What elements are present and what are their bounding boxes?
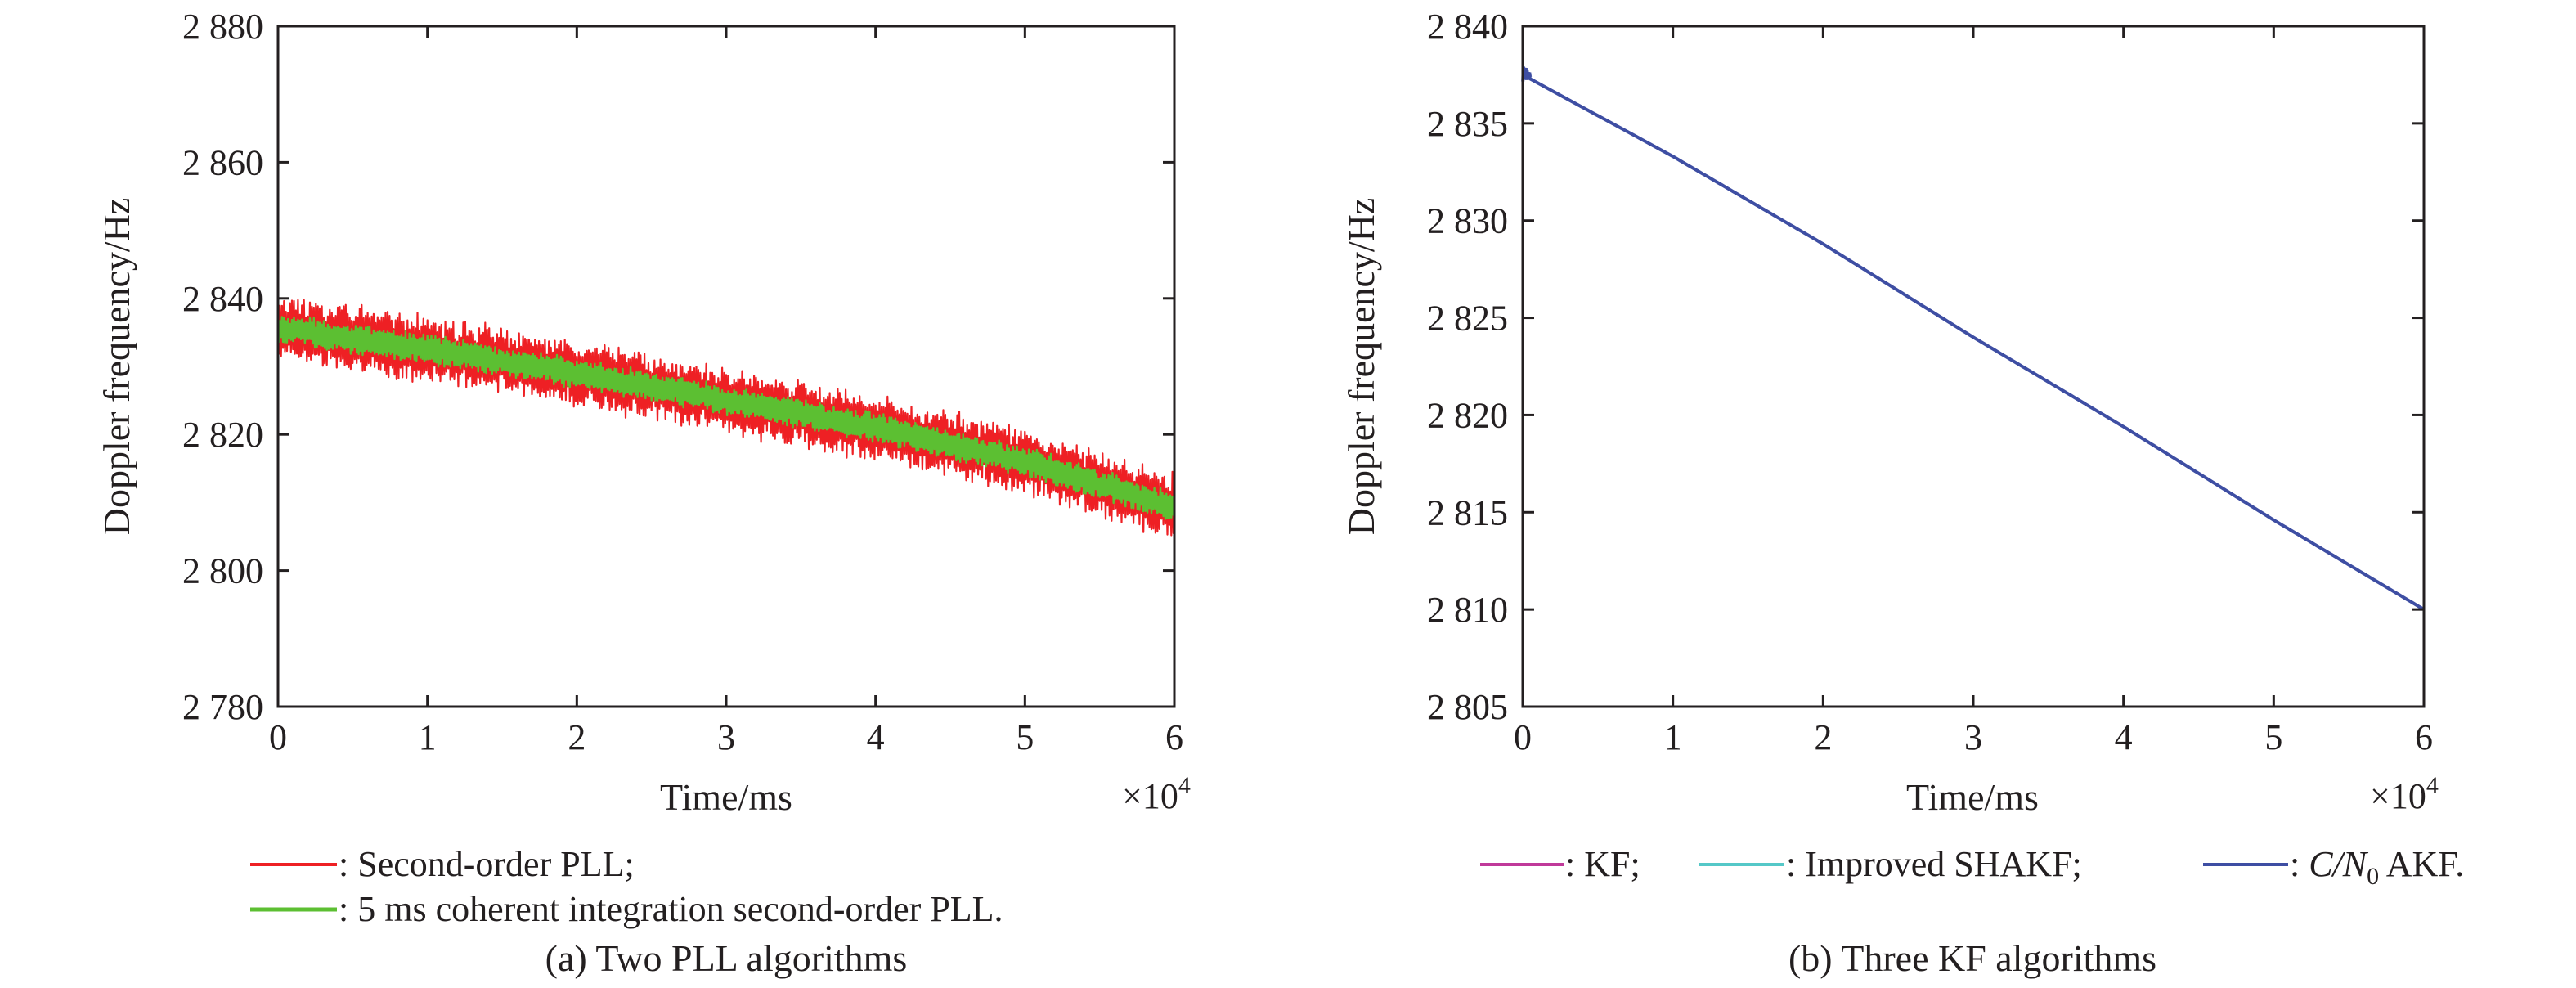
x-tick-label: 1 (419, 717, 437, 757)
series-line-0 (276, 299, 1176, 537)
y-tick-label: 2 820 (182, 415, 263, 455)
y-tick-label: 2 830 (1427, 201, 1508, 241)
panel-a: 0 1 2 3 4 5 6 2 780 2 800 2 820 2 840 2 860 2 880 T… (96, 7, 1191, 979)
plot-a-legend: : Second-order PLL; : 5 ms coherent inte… (250, 844, 1003, 929)
legend-a-label-5ms-coherent-pll: : 5 ms coherent integration second-order… (339, 889, 1003, 929)
y-tick-label: 2 820 (1427, 395, 1508, 435)
x-tick-label: 2 (568, 717, 586, 757)
x-tick-label: 5 (1016, 717, 1034, 757)
y-tick-label: 2 860 (182, 142, 263, 182)
x-tick-label: 3 (717, 717, 735, 757)
plot-a-x-axis-label: Time/ms (660, 776, 792, 818)
y-tick-label: 2 805 (1427, 687, 1508, 727)
plot-a-y-ticks: 2 780 2 800 2 820 2 840 2 860 2 880 (182, 7, 1174, 727)
series-line-2 (1522, 73, 2426, 611)
plot-b-x-multiplier: ×104 (2370, 772, 2439, 816)
y-tick-label: 2 780 (182, 687, 263, 727)
x-tick-label: 0 (269, 717, 287, 757)
y-tick-label: 2 840 (182, 279, 263, 319)
plot-b-y-ticks: 2 805 2 810 2 815 2 820 2 825 2 830 2 835 2 840 (1427, 7, 2424, 727)
y-tick-label: 2 835 (1427, 104, 1508, 144)
plot-b-x-ticks: 0 1 2 3 4 5 6 (1514, 26, 2433, 757)
plot-b-series-layer (1521, 66, 2426, 611)
plot-a-x-ticks: 0 1 2 3 4 5 6 (269, 26, 1183, 757)
plot-a-x-multiplier: ×104 (1122, 772, 1191, 816)
series-start-transient (1521, 66, 1533, 82)
plot-b-caption: (b) Three KF algorithms (1788, 937, 2156, 979)
y-tick-label: 2 880 (182, 7, 263, 47)
plot-a-series-layer (276, 299, 1176, 537)
legend-b-label-cn0-akf: : C/N0 AKF. (2290, 844, 2464, 890)
x-tick-label: 5 (2264, 717, 2282, 757)
x-tick-label: 6 (2415, 717, 2433, 757)
x-tick-label: 2 (1814, 717, 1832, 757)
x-tick-label: 1 (1664, 717, 1682, 757)
series-line-1 (276, 316, 1176, 520)
x-tick-label: 3 (1964, 717, 1982, 757)
y-tick-label: 2 825 (1427, 299, 1508, 339)
plot-b-x-axis-label: Time/ms (1906, 776, 2039, 818)
plot-b-legend: : KF; : Improved SHAKF; : C/N0 AKF. (1480, 844, 2464, 890)
legend-b-label-improved-shakf: : Improved SHAKF; (1786, 844, 2082, 884)
plot-a-caption: (a) Two PLL algorithms (545, 937, 908, 979)
plot-b-frame (1521, 25, 2426, 708)
x-tick-label: 4 (867, 717, 885, 757)
x-tick-label: 0 (1514, 717, 1532, 757)
legend-a-label-second-order-pll: : Second-order PLL; (339, 844, 635, 884)
legend-b-label-kf: : KF; (1565, 844, 1640, 884)
y-tick-label: 2 840 (1427, 7, 1508, 47)
plot-b-y-axis-label: Doppler frequency/Hz (1340, 198, 1382, 536)
x-tick-label: 4 (2115, 717, 2133, 757)
x-tick-label: 6 (1165, 717, 1183, 757)
y-tick-label: 2 815 (1427, 492, 1508, 532)
y-tick-label: 2 800 (182, 551, 263, 591)
y-tick-label: 2 810 (1427, 590, 1508, 630)
plot-a-y-axis-label: Doppler frequency/Hz (96, 198, 137, 536)
